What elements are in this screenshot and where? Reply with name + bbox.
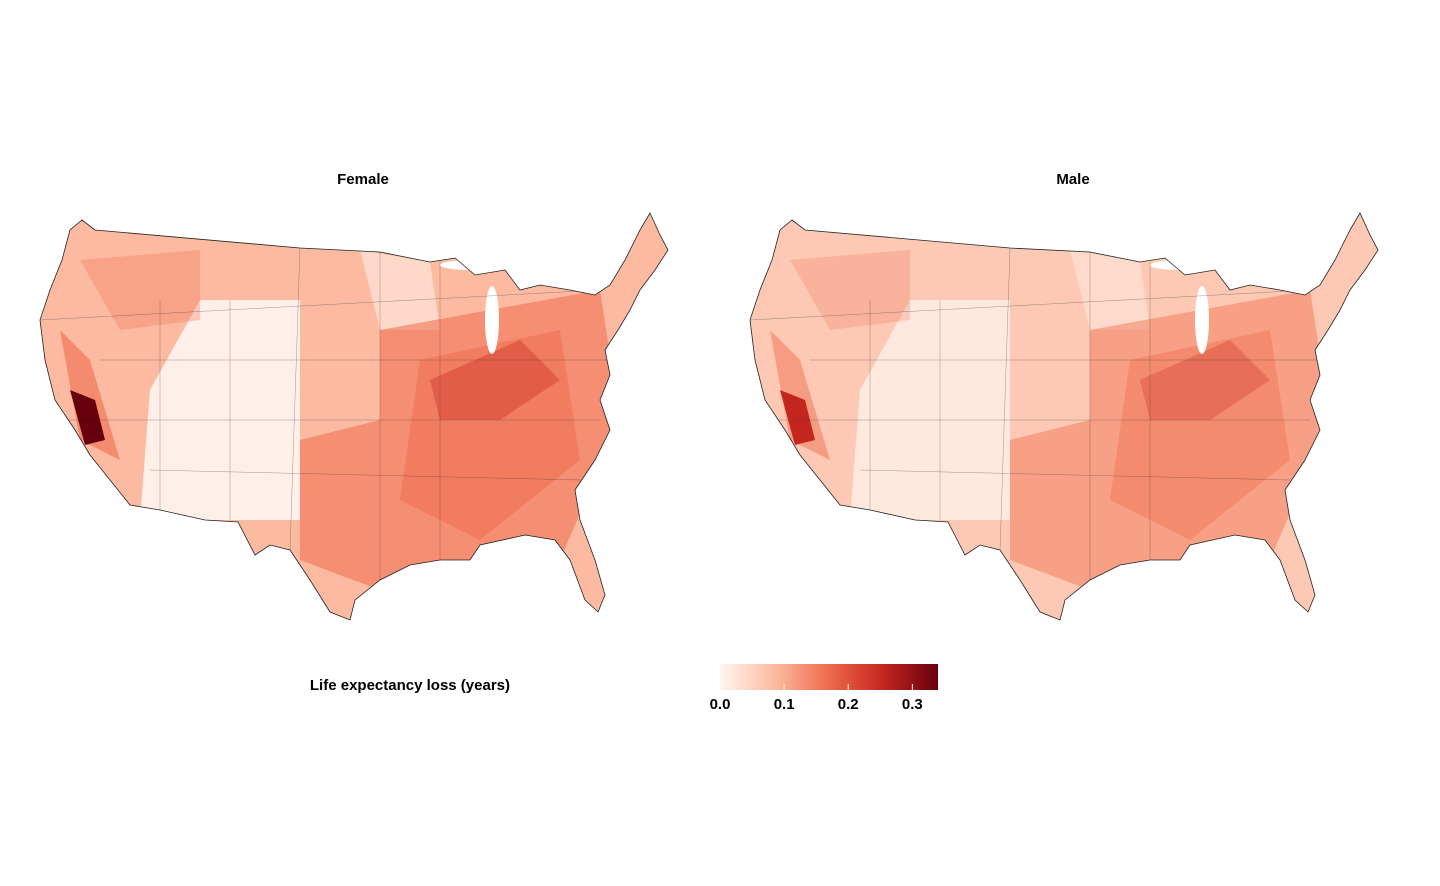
state-border	[999, 247, 1011, 551]
lake	[1150, 260, 1210, 270]
hotspot	[70, 390, 105, 445]
hotspot	[780, 390, 815, 445]
lake	[485, 286, 499, 354]
region	[400, 330, 580, 540]
state-border	[149, 469, 581, 481]
region	[60, 330, 120, 460]
state-border	[40, 289, 601, 321]
lake	[440, 260, 500, 270]
state-border	[859, 469, 1291, 481]
colorbar	[720, 664, 938, 690]
map-title: Female	[337, 171, 389, 188]
tick-label: 0.3	[902, 696, 923, 713]
lake	[1195, 286, 1209, 354]
region	[770, 330, 830, 460]
region	[850, 300, 1010, 520]
region	[140, 300, 300, 520]
map-panel: Male	[749, 171, 1379, 621]
legend-title: Life expectancy loss (years)	[310, 677, 510, 694]
region	[1110, 330, 1290, 540]
region	[80, 250, 200, 330]
tick-label: 0.1	[774, 696, 795, 713]
map-title: Male	[1056, 171, 1089, 188]
region	[790, 250, 910, 330]
tick-label: 0.2	[838, 696, 859, 713]
tick-label: 0.0	[710, 696, 731, 713]
state-border	[289, 247, 301, 551]
state-border	[750, 289, 1311, 321]
map-fill	[750, 213, 1378, 620]
